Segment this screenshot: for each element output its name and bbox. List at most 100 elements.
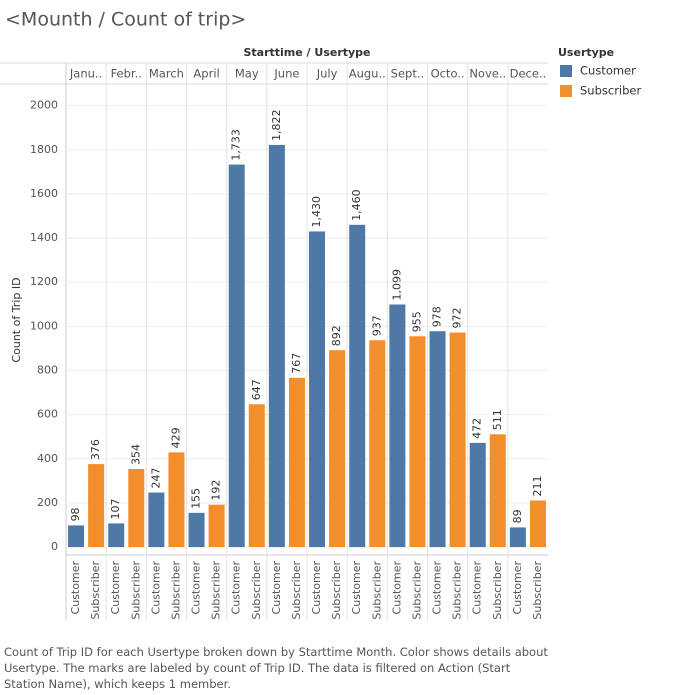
bar — [349, 224, 366, 548]
month-label: July — [316, 67, 338, 81]
legend-swatch — [560, 65, 572, 77]
x-tick-label: Customer — [471, 561, 484, 615]
x-tick-label: Customer — [149, 561, 162, 615]
y-tick-label: 2000 — [30, 99, 58, 112]
data-label: 972 — [451, 308, 464, 329]
month-label: Janu.. — [69, 67, 102, 81]
x-tick-label: Customer — [390, 561, 403, 615]
data-label: 647 — [250, 379, 263, 400]
data-label: 1,430 — [310, 196, 323, 228]
bar — [449, 332, 466, 548]
bar — [288, 377, 305, 548]
bar — [188, 512, 205, 548]
x-tick-label: Subscriber — [491, 561, 504, 620]
data-label: 1,460 — [350, 189, 363, 221]
bar — [329, 350, 346, 548]
legend-title: Usertype — [558, 46, 614, 59]
month-label: Febr.. — [111, 67, 142, 81]
data-label: 98 — [69, 507, 82, 521]
y-tick-label: 0 — [51, 540, 58, 553]
data-label: 155 — [190, 488, 203, 509]
x-tick-label: Customer — [190, 561, 203, 615]
x-tick-label: Customer — [270, 561, 283, 615]
legend-label: Customer — [580, 64, 636, 78]
footnote: Count of Trip ID for each Usertype broke… — [4, 645, 548, 691]
bar — [228, 164, 245, 548]
x-tick-label: Subscriber — [129, 561, 142, 620]
month-label: June — [273, 67, 299, 81]
legend-label: Subscriber — [580, 84, 642, 98]
y-tick-label: 1600 — [30, 187, 58, 200]
data-label: 1,822 — [270, 109, 283, 141]
x-tick-label: Subscriber — [169, 561, 182, 620]
bar — [208, 504, 225, 548]
data-label: 429 — [169, 427, 182, 448]
data-label: 192 — [210, 480, 223, 501]
y-tick-label: 600 — [37, 408, 58, 421]
bar — [168, 452, 185, 548]
bar — [529, 500, 546, 548]
bar — [108, 523, 125, 548]
column-header: Starttime / Usertype — [243, 46, 370, 59]
y-tick-label: 1200 — [30, 275, 58, 288]
month-label: March — [149, 67, 184, 81]
data-label: 376 — [89, 439, 102, 460]
x-tick-label: Subscriber — [451, 561, 464, 620]
x-tick-label: Subscriber — [250, 561, 263, 620]
data-label: 511 — [491, 409, 504, 430]
x-tick-label: Subscriber — [410, 561, 423, 620]
month-label: Augu.. — [349, 67, 386, 81]
chart: <Mounth / Count of trip> Starttime / Use… — [0, 9, 642, 620]
y-tick-label: 1400 — [30, 231, 58, 244]
x-tick-label: Customer — [230, 561, 243, 615]
x-tick-label: Customer — [350, 561, 363, 615]
data-label: 1,099 — [390, 269, 403, 301]
bar — [369, 340, 386, 548]
x-tick-label: Subscriber — [330, 561, 343, 620]
x-tick-label: Subscriber — [370, 561, 383, 620]
data-label: 354 — [129, 444, 142, 465]
data-label: 89 — [511, 509, 524, 523]
bar — [148, 492, 165, 548]
data-label: 211 — [531, 475, 544, 496]
data-label: 1,733 — [230, 129, 243, 160]
month-label: May — [235, 67, 259, 81]
bar — [268, 144, 285, 548]
bar — [309, 231, 326, 548]
x-tick-label: Subscriber — [89, 561, 102, 620]
x-tick-label: Subscriber — [531, 561, 544, 620]
x-tick-label: Customer — [310, 561, 323, 615]
bar — [409, 336, 426, 548]
month-label: Nove.. — [469, 67, 506, 81]
month-label: Sept.. — [391, 67, 425, 81]
data-label: 978 — [431, 306, 444, 327]
bar — [489, 434, 506, 548]
bar — [469, 442, 486, 548]
data-label: 767 — [290, 353, 303, 374]
bar — [128, 468, 145, 548]
bar — [389, 304, 406, 548]
y-tick-label: 400 — [37, 452, 58, 465]
y-tick-label: 1000 — [30, 319, 58, 332]
chart-title: <Mounth / Count of trip> — [5, 9, 246, 31]
x-tick-label: Subscriber — [210, 561, 223, 620]
data-label: 892 — [330, 325, 343, 346]
bar — [429, 331, 446, 548]
legend-swatch — [560, 85, 572, 97]
data-label: 472 — [471, 418, 484, 439]
y-axis-label: Count of Trip ID — [10, 277, 23, 362]
y-tick-label: 800 — [37, 363, 58, 376]
month-label: Octo.. — [431, 67, 465, 81]
data-label: 247 — [149, 468, 162, 489]
y-tick-label: 200 — [37, 496, 58, 509]
data-label: 955 — [410, 311, 423, 332]
data-label: 107 — [109, 498, 122, 519]
bar — [509, 527, 526, 548]
bar — [68, 525, 85, 548]
month-label: Dece.. — [510, 67, 547, 81]
x-tick-label: Customer — [69, 561, 82, 615]
month-label: April — [193, 67, 219, 81]
y-tick-label: 1800 — [30, 143, 58, 156]
data-label: 937 — [370, 315, 383, 336]
